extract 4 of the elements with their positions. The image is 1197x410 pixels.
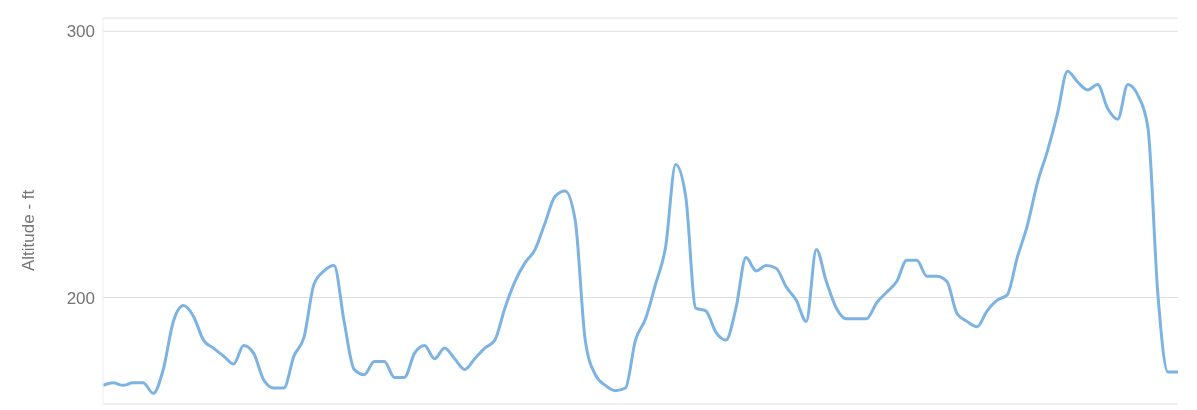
line-series [101,69,1180,395]
y-tick-label: 200 [66,288,95,308]
y-tick-label: 300 [66,22,95,42]
y-axis-title: Altitude - ft [19,189,39,271]
